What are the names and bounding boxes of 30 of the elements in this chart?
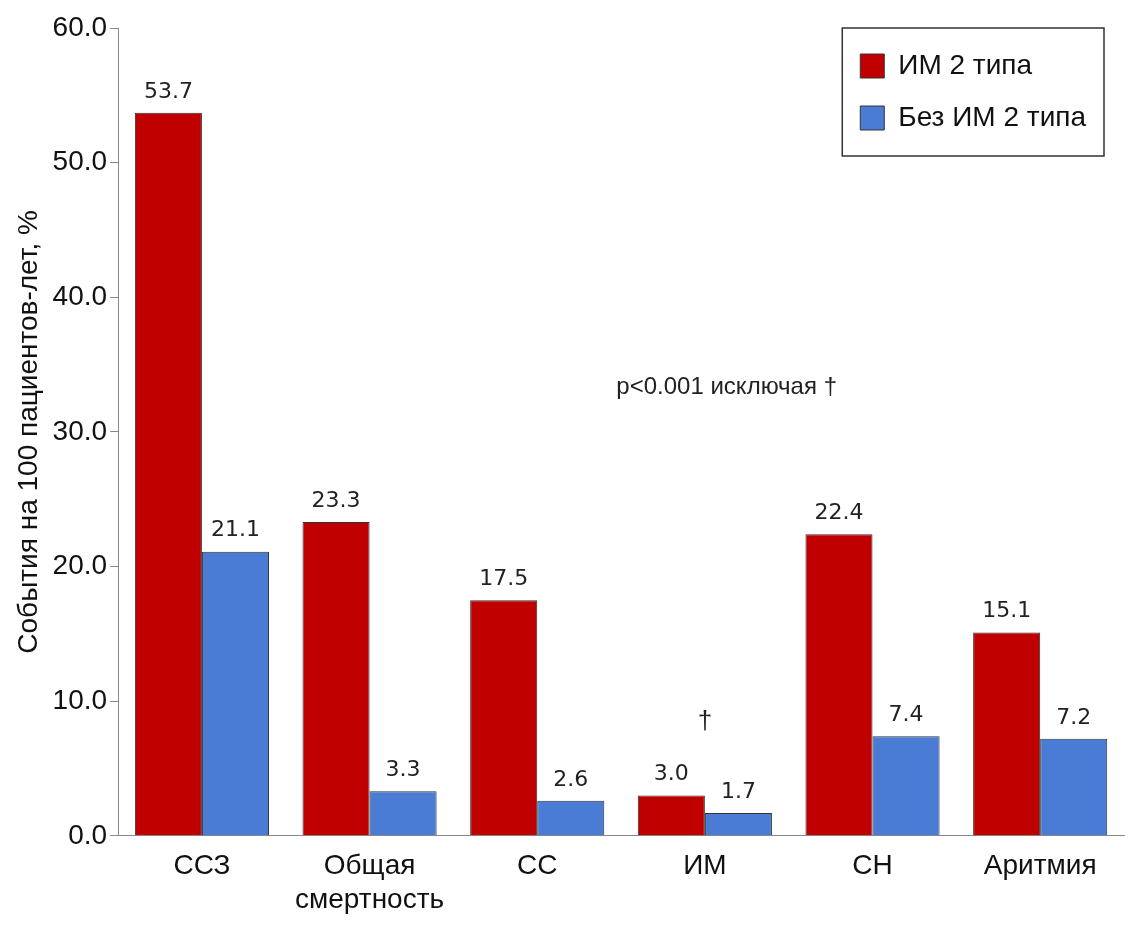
x-tick-label: Аритмия [983,849,1097,881]
data-label: 7.2 [1056,703,1092,729]
x-tick-label: Общая смертность [295,849,445,914]
legend-label: ИМ 2 типа [898,48,1033,80]
data-label: 53.7 [143,77,193,103]
data-label: 22.4 [814,498,864,524]
y-tick-label: 60.0 [52,10,108,42]
data-label: 15.1 [982,597,1032,623]
data-label: 3.0 [653,760,689,786]
data-label: 7.4 [888,700,924,726]
data-label: 1.7 [720,777,756,803]
legend-label: Без ИМ 2 типа [898,100,1087,132]
data-label: 21.1 [210,516,260,542]
x-tick-label: СС [517,849,558,881]
x-tick-label: СН [852,849,893,881]
y-tick-label: 0.0 [68,818,108,850]
y-tick-label: 30.0 [52,414,108,446]
y-tick-label: 50.0 [52,145,108,177]
y-tick-label: 40.0 [52,279,108,311]
data-label: 23.3 [311,486,361,512]
annotation: p<0.001 исключая † [616,372,837,400]
y-tick-label: 20.0 [52,549,108,581]
data-label: 2.6 [553,765,589,791]
x-tick-label: ССЗ [173,849,231,881]
y-tick-label: 10.0 [52,683,108,715]
data-label: 17.5 [479,564,529,590]
data-label: 3.3 [385,756,421,782]
y-axis-title: События на 100 пациентов-лет, % [11,210,43,654]
annotation: † [697,705,713,735]
x-tick-label: ИМ [683,849,727,881]
